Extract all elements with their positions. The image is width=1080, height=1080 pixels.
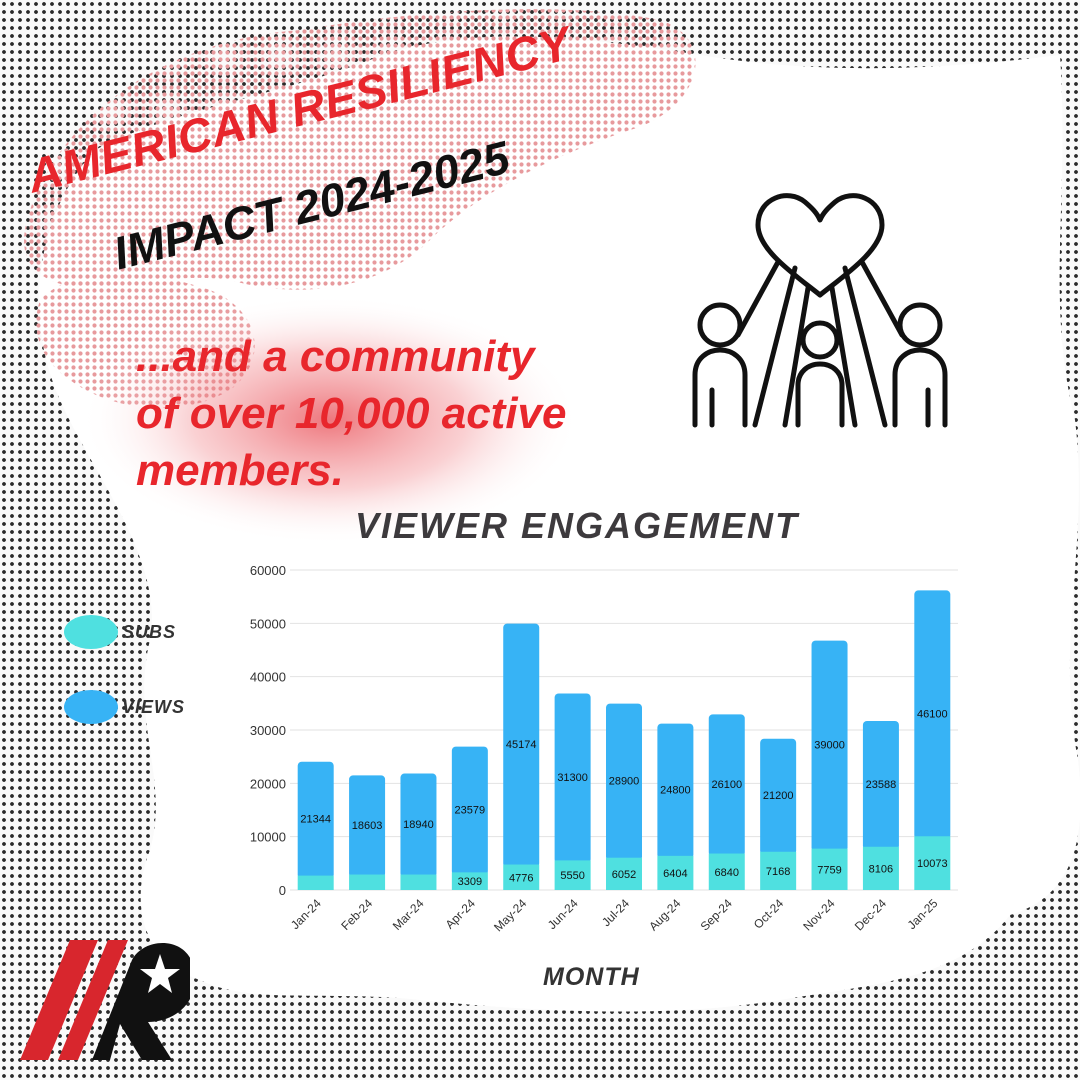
data-label-subs: 10073 [917, 858, 948, 870]
bar-views [451, 746, 488, 876]
bar-subs [606, 857, 642, 890]
data-label-subs: 6052 [612, 869, 636, 881]
y-axis-tick-labels: 0 10000 20000 30000 40000 50000 60000 [250, 563, 286, 898]
bar-subs [811, 848, 848, 890]
bar-views [554, 693, 591, 864]
x-axis-title: MONTH [543, 963, 640, 991]
x-tick-label: Nov-24 [800, 896, 837, 933]
bar-subs [708, 853, 745, 890]
bar-views [657, 723, 694, 859]
bar-views [914, 590, 951, 840]
bar-views [708, 714, 745, 857]
legend-label-subs: SUBS [122, 622, 177, 642]
data-label-subs: 6404 [663, 868, 687, 880]
tagline-line-2: of over 10,000 active [136, 389, 567, 438]
community-tagline: ...and a community of over 10,000 active… [136, 328, 656, 499]
data-label-subs: 5550 [560, 870, 584, 882]
x-tick-label: Jun-24 [545, 896, 581, 932]
bar-views [400, 773, 437, 878]
y-tick-label: 0 [279, 883, 286, 898]
y-tick-label: 20000 [250, 776, 286, 791]
data-label-subs: 8106 [869, 863, 893, 875]
bar-subs [400, 874, 437, 890]
bar-views [349, 775, 386, 878]
x-tick-label: Jul-24 [599, 896, 632, 929]
tagline-line-3: members. [136, 446, 344, 495]
data-label-views: 31300 [557, 772, 588, 784]
y-tick-label: 50000 [250, 616, 286, 631]
data-label-views: 28900 [609, 776, 640, 788]
bar-views [606, 703, 642, 861]
bar-views [862, 720, 899, 850]
x-tick-label: Oct-24 [751, 896, 787, 932]
data-label-views: 45174 [506, 739, 537, 751]
bar-subs [914, 836, 951, 890]
chart-bars [297, 590, 951, 890]
heart-hands-community-icon [692, 193, 948, 428]
bar-subs [862, 846, 899, 890]
bar-views [297, 761, 334, 879]
x-tick-label: Mar-24 [390, 896, 427, 933]
bar-subs [760, 851, 797, 890]
data-label-views: 39000 [814, 740, 845, 752]
x-tick-label: Sep-24 [698, 896, 735, 933]
data-label-views: 23579 [455, 804, 486, 816]
x-tick-label: Apr-24 [443, 896, 479, 932]
chart-title: VIEWER ENGAGEMENT [355, 505, 800, 546]
red-glow [80, 295, 580, 545]
data-label-views: 21344 [300, 814, 331, 826]
y-tick-label: 60000 [250, 563, 286, 578]
bar-subs [554, 860, 591, 890]
pink-halftone-wash [24, 9, 696, 290]
bar-subs [657, 855, 694, 890]
bar-subs [451, 872, 488, 890]
data-label-views: 24800 [660, 785, 691, 797]
y-tick-label: 40000 [250, 670, 286, 685]
data-label-subs: 6840 [715, 867, 739, 879]
legend-swatch-views [64, 690, 118, 724]
data-label-subs: 3309 [458, 876, 482, 888]
data-label-subs: 7168 [766, 866, 790, 878]
data-label-views: 46100 [917, 708, 948, 720]
bar-views [503, 623, 540, 868]
x-tick-label: Jan-25 [905, 896, 941, 932]
data-label-views: 23588 [866, 779, 897, 791]
y-tick-label: 30000 [250, 723, 286, 738]
y-tick-label: 10000 [250, 830, 286, 845]
x-axis-tick-labels: Jan-24 Feb-24 Mar-24 Apr-24 May-24 Jun-24 Jul-… [288, 896, 941, 934]
data-label-subs: 4776 [509, 872, 533, 884]
data-label-views: 18940 [403, 819, 434, 831]
bar-subs [503, 864, 540, 890]
data-label-views: 21200 [763, 790, 794, 802]
x-tick-label: Feb-24 [338, 896, 375, 933]
data-label-views: 18603 [352, 820, 383, 832]
x-tick-label: May-24 [491, 896, 529, 934]
bar-subs [297, 875, 334, 890]
bar-views [811, 640, 848, 852]
legend-label-views: VIEWS [122, 697, 186, 717]
tagline-line-1: ...and a community [136, 332, 535, 381]
x-tick-label: Aug-24 [646, 896, 683, 933]
x-tick-label: Dec-24 [852, 896, 889, 933]
bar-subs [349, 874, 386, 890]
x-tick-label: Jan-24 [288, 896, 324, 932]
data-label-subs: 7759 [817, 864, 841, 876]
data-label-views: 26100 [711, 779, 742, 791]
chart-data-labels: 21344 18603 18940 3309 23579 4776 45174 5550 313… [300, 708, 947, 888]
american-resiliency-star-logo [20, 940, 190, 1060]
bar-views [760, 738, 797, 855]
legend-swatch-subs [64, 615, 118, 649]
